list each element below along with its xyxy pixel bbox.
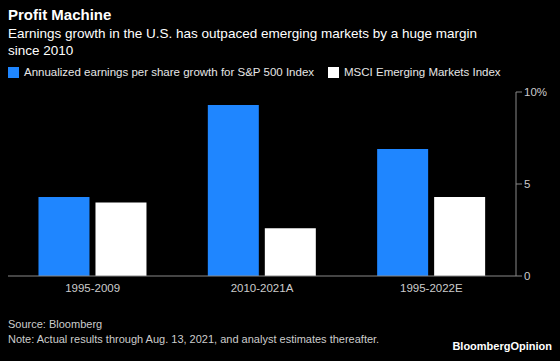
html-text:Profit Machine: Profit Machine [8,6,112,23]
html-text:Source: Bloomberg: Source: Bloomberg [8,318,103,330]
html-text:Annualized earnings per share: Annualized earnings per share growth for… [24,66,314,78]
html-text:Earnings growth in the U.S. ha: Earnings growth in the U.S. has outpaced… [8,26,477,58]
svg-text:1995-2009: 1995-2009 [65,282,120,294]
html-text:MSCI Emerging Markets Index: MSCI Emerging Markets Index [344,66,501,78]
svg-text:0: 0 [524,270,530,282]
svg-text:1995-2022E: 1995-2022E [400,282,463,294]
svg-text:5: 5 [524,178,530,190]
html-text:Note: Actual results through A: Note: Actual results through Aug. 13, 20… [8,333,380,345]
svg-text:10%: 10% [524,86,547,98]
html-text:BloombergOpinion: BloombergOpinion [452,340,552,352]
svg-text:2010-2021A: 2010-2021A [231,282,294,294]
